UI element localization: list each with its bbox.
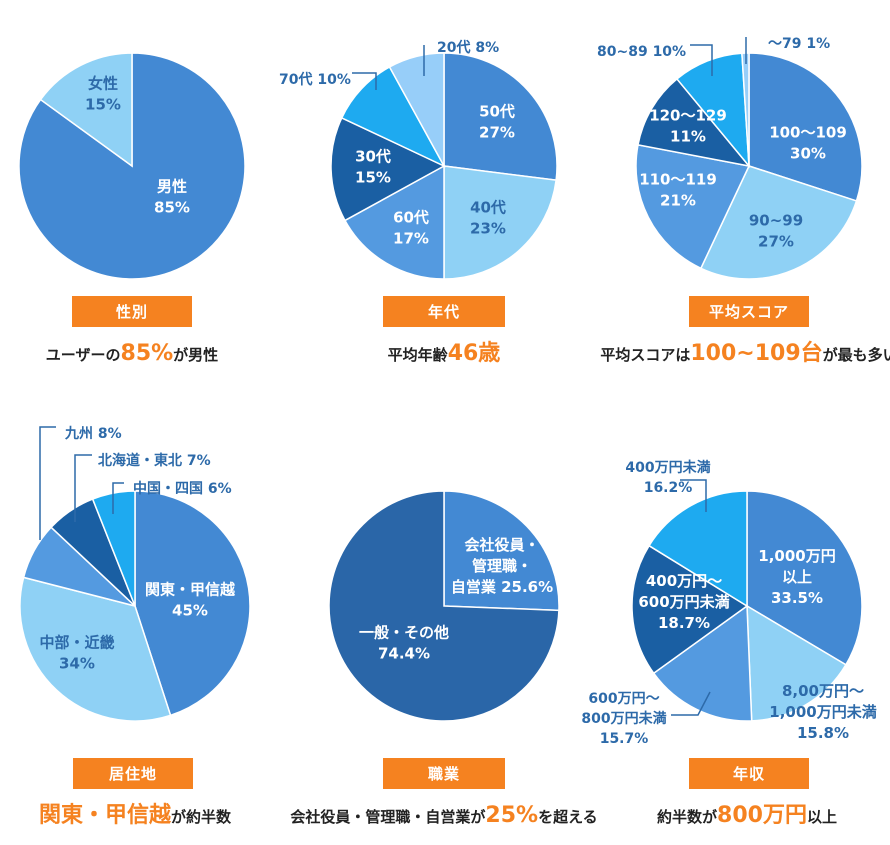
region-pie-chart: 関東・甲信越 45% 中部・近畿 34% 九州 8% 北海道・東北 7% 中国・四国 6%	[19, 426, 251, 722]
score-title-badge: 平均スコア	[689, 296, 809, 327]
gender-caption: ユーザーの85%が男性	[46, 339, 218, 370]
caption-text: 平均スコアは	[600, 346, 691, 364]
age-slice-label-0: 50代 27%	[479, 103, 515, 142]
income-callout-line-4	[680, 479, 707, 512]
income-slice-2	[652, 604, 753, 722]
age-caption: 平均年齢46歳	[388, 339, 501, 370]
score-slice-1	[699, 165, 858, 280]
age-slice-0	[443, 52, 558, 181]
score-slice-label-0: 100〜109 30%	[769, 124, 847, 163]
region-callout-label-2: 九州 8%	[64, 426, 122, 442]
caption-text: が約半数	[171, 808, 232, 826]
caption-highlight: 関東・甲信越	[38, 803, 171, 828]
caption-highlight: 46歳	[447, 341, 501, 366]
age-pie-chart: 50代 27% 40代 23% 60代 17%30代 15% 70代 10% 20代 8%	[279, 39, 558, 280]
income-slice-4	[648, 490, 748, 608]
region-callout-line-4	[112, 482, 124, 514]
gender-pie-chart: 男性 85% 女性 15%	[18, 52, 246, 280]
score-callout-label-4: 80~89 10%	[597, 44, 686, 60]
score-callout-line-4	[690, 44, 713, 76]
gender-slice-0	[18, 52, 246, 280]
occupation-slice-1	[328, 490, 560, 722]
caption-highlight: 100~109台	[690, 341, 823, 366]
caption-highlight: 25%	[485, 803, 539, 828]
score-slice-label-3: 120〜129 11%	[649, 107, 727, 146]
age-slice-5	[388, 52, 445, 167]
age-slice-3	[330, 116, 446, 222]
caption-highlight: 85%	[120, 341, 174, 366]
score-slice-label-1: 90~99 27%	[749, 212, 803, 251]
score-slice-label-2: 110〜119 21%	[639, 171, 717, 210]
income-slice-0	[746, 490, 863, 666]
region-callout-line-2	[39, 426, 56, 540]
income-slice-label-1: 8,00万円〜 1,000万円未満 15.8%	[769, 682, 876, 742]
occupation-pie-chart: 会社役員・管理職・自営業 25.6%一般・その他 74.4%	[328, 490, 560, 722]
region-slice-label-0: 関東・甲信越 45%	[145, 581, 236, 620]
income-caption: 約半数が800万円以上	[657, 801, 837, 832]
income-title-badge: 年収	[689, 758, 809, 789]
age-slice-1	[443, 165, 557, 280]
caption-text: を超える	[538, 808, 598, 826]
caption-text: が男性	[173, 346, 219, 364]
gender-slice-label-1: 女性 15%	[85, 75, 121, 114]
income-callout-label-4: 400万円未満 16.2%	[625, 459, 710, 496]
score-slice-4	[675, 52, 750, 169]
income-slice-1	[746, 604, 847, 722]
age-slice-4	[340, 65, 446, 168]
income-slice-3	[631, 544, 749, 675]
caption-text: ユーザーの	[45, 346, 121, 364]
age-title-badge: 年代	[383, 296, 505, 327]
age-callout-line-4	[352, 72, 377, 90]
score-slice-2	[635, 143, 751, 270]
score-callout-label-5: 〜79 1%	[768, 36, 830, 52]
gender-slice-label-0: 男性 85%	[154, 178, 190, 217]
income-callout-label-2: 600万円〜 800万円未満 15.7%	[581, 691, 666, 747]
region-caption: 関東・甲信越が約半数	[39, 801, 231, 832]
occupation-title-badge: 職業	[383, 758, 505, 789]
caption-text: 平均年齢	[387, 346, 448, 364]
caption-highlight: 800万円	[717, 803, 807, 828]
occupation-slice-label-1: 一般・その他 74.4%	[359, 624, 449, 663]
age-slice-label-1: 40代 23%	[470, 199, 506, 238]
region-callout-line-3	[74, 454, 92, 522]
region-callout-label-3: 北海道・東北 7%	[98, 452, 211, 469]
score-caption: 平均スコアは100~109台が最も多い	[600, 339, 890, 370]
income-slice-label-3: 400万円〜 600万円未満 18.7%	[638, 572, 729, 632]
region-title-badge: 居住地	[73, 758, 193, 789]
gender-slice-1	[39, 52, 133, 168]
region-slice-label-1: 中部・近畿 34%	[39, 634, 114, 673]
income-slice-label-0: 1,000万円以上 33.5%	[758, 547, 835, 607]
caption-text: 会社役員・管理職・自営業が	[290, 808, 486, 826]
score-pie-chart: 100〜109 30% 90~99 27% 110〜119 21% 120〜129 11% 80…	[597, 36, 863, 280]
income-callout-line-2	[671, 691, 711, 716]
age-slice-label-3: 30代 15%	[355, 148, 391, 187]
region-callout-label-4: 中国・四国 6%	[133, 480, 232, 497]
age-callout-label-5: 20代 8%	[437, 39, 499, 56]
region-slice-1	[19, 576, 172, 722]
region-slice-0	[134, 490, 251, 717]
gender-title-badge: 性別	[72, 296, 192, 327]
occupation-slice-label-0: 会社役員・管理職・自営業 25.6%	[451, 536, 553, 596]
score-slice-0	[748, 52, 863, 202]
occupation-caption: 会社役員・管理職・自営業が25%を超える	[290, 801, 597, 832]
caption-text: 以上	[806, 808, 837, 826]
income-pie-chart: 1,000万円以上 33.5% 8,00万円〜 1,000万円未満 15.8% 600万円…	[581, 459, 876, 747]
score-slice-3	[637, 77, 751, 168]
caption-text: 約半数が	[657, 808, 718, 826]
age-slice-label-2: 60代 17%	[393, 209, 429, 248]
caption-text: が最も多い	[822, 346, 890, 364]
age-callout-label-4: 70代 10%	[279, 71, 351, 88]
age-slice-2	[343, 164, 445, 280]
occupation-slice-0	[443, 490, 560, 612]
